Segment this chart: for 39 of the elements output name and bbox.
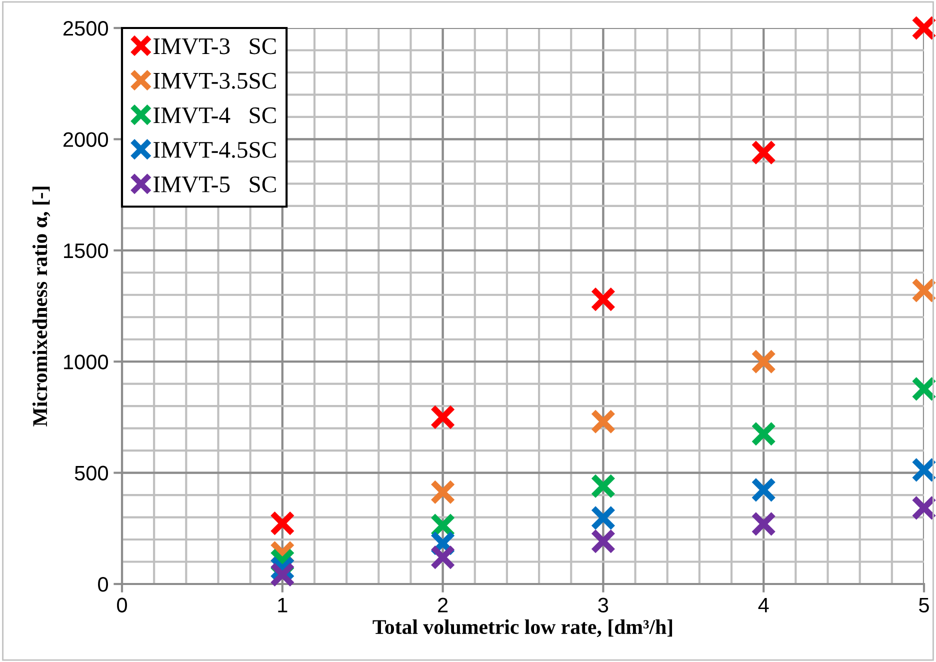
point: [430, 404, 456, 430]
point: [911, 15, 936, 41]
x-tick-label: 4: [758, 598, 769, 612]
legend-label: IMVT-5 SC: [154, 176, 276, 192]
point: [911, 457, 936, 483]
point: [590, 409, 616, 434]
point: [911, 376, 936, 402]
y-tick-label: 2500: [64, 21, 108, 36]
legend-label: IMVT-3.5SC: [154, 72, 276, 89]
y-tick-label: 1500: [64, 243, 108, 258]
legend-label: IMVT-3 SC: [154, 38, 276, 54]
x-axis-title: Total volumetric low rate, [dm³/h]: [372, 619, 672, 638]
point: [590, 286, 616, 312]
point: [430, 480, 456, 505]
point: [750, 348, 776, 374]
y-tick-label: 0: [98, 577, 108, 592]
x-tick-label: 2: [438, 598, 448, 612]
x-tick-label: 0: [117, 598, 127, 612]
legend-label: IMVT-4 SC: [154, 107, 276, 124]
point: [750, 421, 776, 447]
point: [750, 477, 776, 503]
point: [911, 278, 936, 304]
point: [750, 511, 776, 537]
x-tick-label: 3: [598, 598, 608, 612]
x-tick-label: 1: [278, 598, 288, 612]
y-tick-label: 500: [74, 466, 108, 481]
point: [430, 544, 456, 570]
y-tick-label: 1000: [64, 354, 108, 370]
legend-label: IMVT-4.5SC: [154, 142, 276, 158]
point: [590, 505, 616, 531]
point: [590, 474, 616, 499]
x-tick-label: 5: [919, 598, 929, 612]
y-axis-title: Micromixedness ratio α, [-]: [32, 186, 50, 426]
y-tick-label: 2000: [64, 132, 108, 147]
point: [911, 495, 936, 521]
point: [590, 528, 616, 554]
point: [270, 562, 296, 588]
point: [750, 140, 776, 166]
point: [270, 510, 296, 536]
